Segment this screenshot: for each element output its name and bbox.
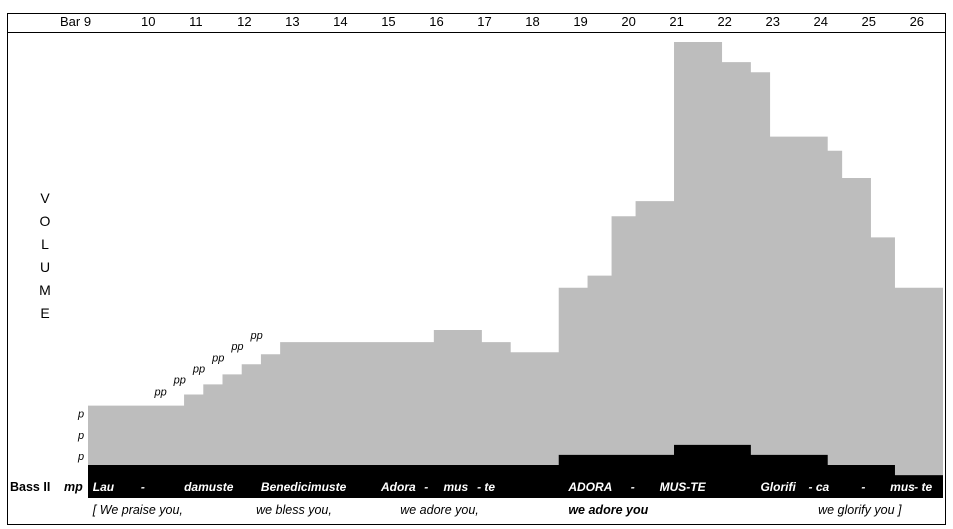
lyric-syllable: Glorifi [760,480,796,494]
dynamic-marking: pp [250,330,263,342]
bass-staff: Bass II mp Lau - damuste Benedicimuste Adora - m… [10,480,933,494]
lyric-syllable: Lau [93,480,115,494]
bar-number: 25 [862,14,876,29]
lyric-syllable: MUS-TE [660,480,707,494]
lyric-syllable: - [141,480,145,494]
bar-number: 12 [237,14,251,29]
bar-number: 17 [477,14,491,29]
staff-dynamic: mp [64,480,83,494]
dynamic-marking: pp [192,363,205,375]
bar-number: 18 [525,14,539,29]
y-axis-letter: L [41,236,49,252]
lyric-syllable: - [424,480,428,494]
bar-number: 21 [669,14,683,29]
translation-text: we adore you [568,503,648,517]
lyric-syllable: ADORA [567,480,612,494]
y-axis-letter: V [40,190,50,206]
bar-number: 24 [814,14,828,29]
bar-number: 10 [141,14,155,29]
bar-number: 15 [381,14,395,29]
bar-number: 19 [573,14,587,29]
y-axis-letter: E [40,305,49,321]
bar-number: 23 [765,14,779,29]
staff-label: Bass II [10,480,50,494]
translation-text: we glorify you ] [818,503,902,517]
translation-text: [ We praise you, [92,503,183,517]
lyric-syllable: - [861,480,865,494]
bar-number: 22 [717,14,731,29]
bar-number-row: Bar 9 10 11 12 13 14 15 16 17 18 19 20 21 22 23 24 25 26 [7,14,946,33]
lyric-syllable: - te [914,480,932,494]
bass-line-area [88,444,943,498]
dynamic-marking: p [77,430,84,442]
lyric-syllable: Adora [380,480,416,494]
lyric-syllable: mus [890,480,915,494]
bar-number: 16 [429,14,443,29]
lyric-syllable: Benedicimuste [261,480,347,494]
chart-frame [7,13,946,525]
lyric-syllable: - [631,480,635,494]
y-axis-letter: O [40,213,51,229]
dynamic-marking: p [77,451,84,463]
dynamic-marking: pp [173,374,186,386]
y-axis-letter: U [40,259,50,275]
bar-number: 13 [285,14,299,29]
translation-row: [ We praise you, we bless you, we adore yo… [92,503,902,517]
bar-number: 14 [333,14,347,29]
plot-area [88,42,943,498]
bar-number: 20 [621,14,635,29]
dynamic-marking: pp [230,341,243,353]
bar-label: Bar 9 [60,14,91,29]
lyric-syllable: damuste [184,480,234,494]
bar-number: 26 [910,14,924,29]
volume-area [88,42,943,475]
translation-text: we bless you, [256,503,332,517]
lyric-syllable: mus [443,480,468,494]
lyric-syllable: - te [477,480,495,494]
dynamic-marking: p [77,409,84,421]
dynamic-marking: pp [153,387,166,399]
lyric-syllable: - ca [809,480,830,494]
dynamic-marking: pp [211,352,224,364]
bar-number: 11 [189,14,203,29]
y-axis-letter: M [39,282,51,298]
translation-text: we adore you, [400,503,479,517]
